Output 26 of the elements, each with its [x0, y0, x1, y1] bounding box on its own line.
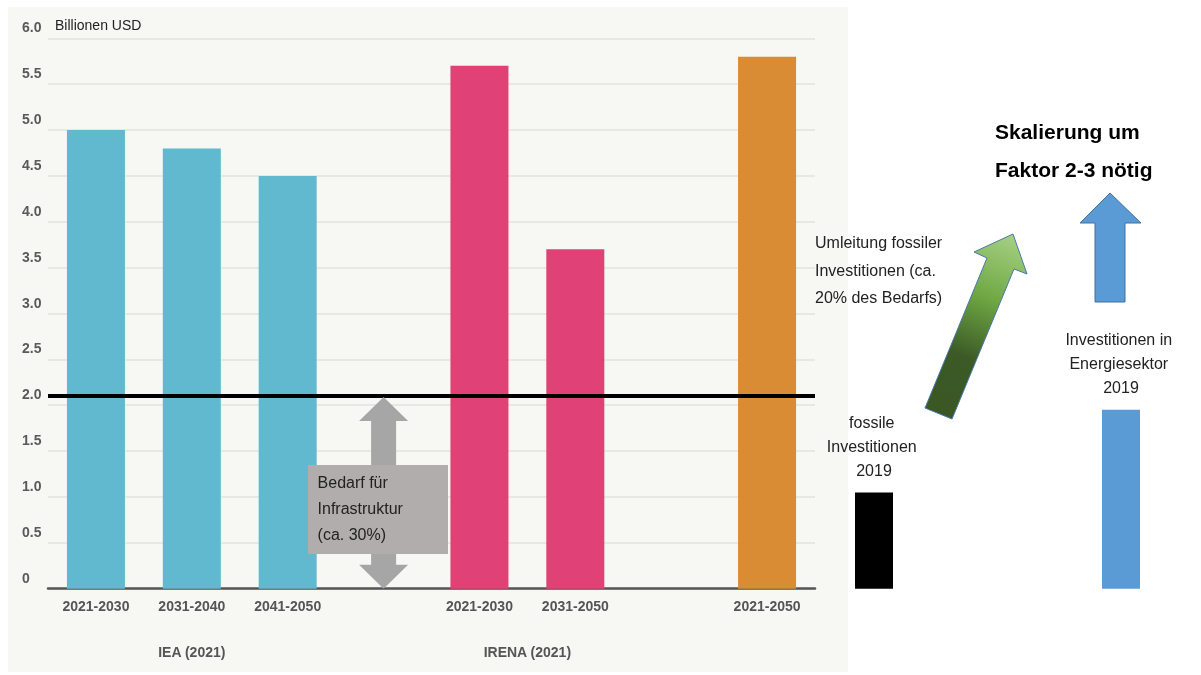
y-tick-label: 4.0: [22, 202, 42, 219]
x-tick-label: 2031-2050: [541, 597, 609, 614]
y-tick-label: 5.0: [22, 111, 42, 128]
y-tick-label: 2.5: [22, 340, 42, 357]
x-tick-label: 2021-2050: [733, 597, 801, 614]
x-tick-label: fossile Investitionen 2019: [826, 413, 922, 479]
y-tick-label: 2.0: [22, 386, 42, 403]
y-axis-title: Billionen USD: [55, 17, 142, 34]
text: IEA (2021): [157, 642, 227, 662]
y-tick-label: 1.5: [22, 432, 42, 449]
y-tick-label: 0: [22, 569, 30, 586]
x-tick-label: 2031-2040: [158, 597, 226, 614]
y-tick-label: 3.0: [22, 294, 42, 311]
y-tick-label: 5.5: [22, 65, 42, 82]
y-tick-label: 6.0: [22, 19, 42, 36]
x-tick-label: 2021-2030: [445, 597, 514, 614]
y-tick-label: 0.5: [22, 523, 42, 540]
annotation: Umleitung fossiler Investitionen (ca. 20% des Bedarfs): [815, 233, 944, 308]
annotation: Skalierung um Faktor 2-3 nötig: [995, 119, 1154, 183]
y-tick-label: 4.5: [22, 156, 42, 173]
text: IRENA (2021): [482, 642, 573, 662]
x-tick-label: 2021-2030: [62, 597, 130, 614]
y-tick-label: 3.5: [22, 248, 42, 265]
x-tick-label: Investitionen in Energiesektor 2019: [1065, 331, 1177, 397]
x-tick-label: 2041-2050: [254, 597, 322, 614]
y-tick-label: 1.0: [22, 477, 42, 494]
